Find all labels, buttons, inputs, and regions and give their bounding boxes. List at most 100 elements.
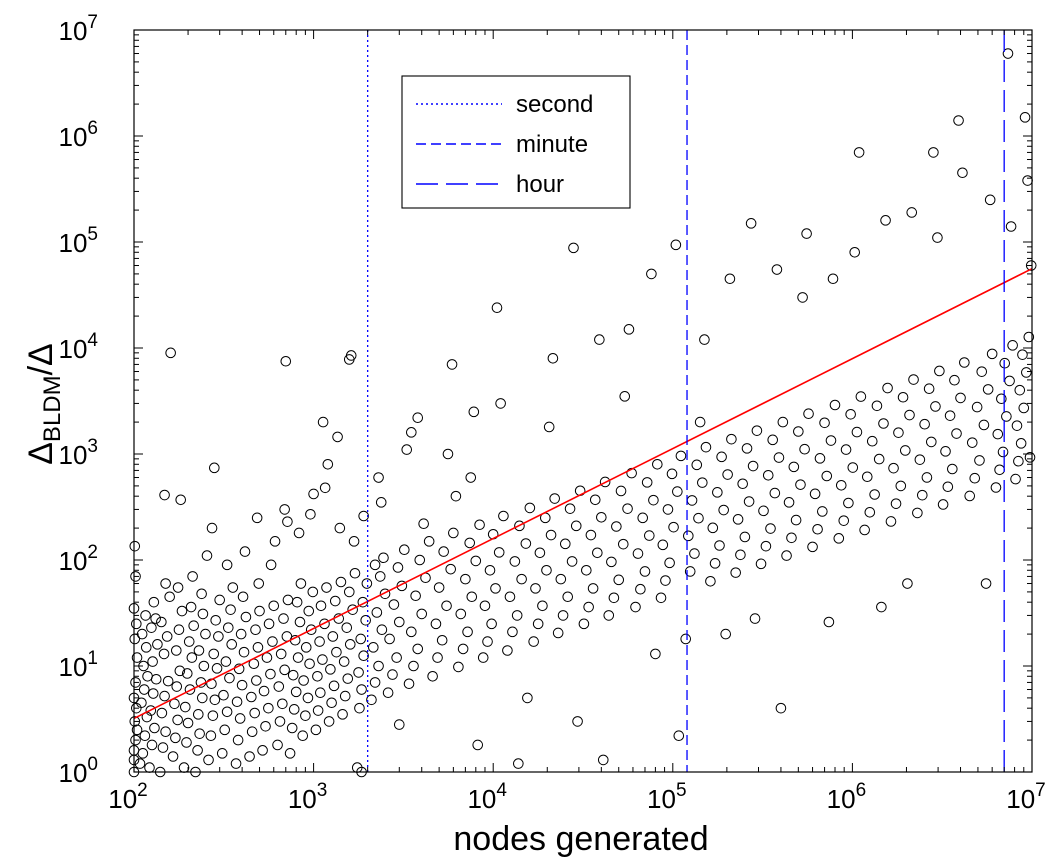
data-point <box>298 675 309 686</box>
data-point <box>159 489 170 501</box>
data-point <box>181 668 193 679</box>
data-point <box>722 469 733 480</box>
data-point <box>799 443 810 455</box>
data-point <box>446 359 458 370</box>
data-point <box>697 477 708 488</box>
data-point <box>726 433 737 445</box>
data-point <box>192 745 203 756</box>
data-point <box>460 573 471 585</box>
data-point <box>275 648 287 660</box>
data-point <box>282 516 293 527</box>
data-point <box>472 739 484 751</box>
data-point <box>921 472 933 483</box>
data-point <box>1013 455 1024 467</box>
data-point <box>129 540 141 552</box>
x-axis-label: nodes generated <box>453 820 708 858</box>
data-point <box>741 443 753 454</box>
data-point <box>263 618 275 630</box>
data-point <box>338 656 350 667</box>
data-point <box>684 566 696 577</box>
y-tick-label: 107 <box>59 12 99 46</box>
data-point <box>672 486 683 497</box>
data-point <box>878 418 889 429</box>
data-point <box>623 324 635 335</box>
data-point <box>716 451 727 463</box>
data-point <box>657 539 669 551</box>
data-point <box>315 687 326 698</box>
data-point <box>130 571 141 582</box>
data-point <box>260 720 271 732</box>
data-point <box>803 408 814 420</box>
data-point <box>414 554 426 566</box>
data-point <box>432 652 443 663</box>
data-point <box>694 416 706 428</box>
data-point <box>1005 221 1017 232</box>
data-point <box>423 536 435 547</box>
data-point <box>277 698 288 710</box>
data-point <box>942 481 954 493</box>
data-point <box>130 734 141 746</box>
data-point <box>840 444 852 455</box>
data-point <box>146 622 157 633</box>
data-point <box>326 697 337 709</box>
data-point <box>172 582 184 593</box>
data-point <box>203 754 214 766</box>
data-point <box>284 748 296 759</box>
data-point <box>680 633 692 645</box>
data-point <box>940 446 951 457</box>
data-point <box>441 600 452 612</box>
data-point <box>234 713 246 724</box>
data-point <box>541 564 552 576</box>
data-point <box>1023 331 1035 343</box>
data-point <box>319 618 330 630</box>
data-point <box>214 594 225 606</box>
data-point <box>278 613 289 624</box>
data-point <box>606 556 617 568</box>
y-axis-label-main: Δ <box>22 442 60 465</box>
data-point <box>1002 48 1014 59</box>
legend-box <box>401 75 631 209</box>
data-point <box>919 418 930 430</box>
data-point <box>315 600 327 612</box>
data-point <box>691 459 703 471</box>
data-point <box>859 524 870 536</box>
data-point <box>843 497 854 509</box>
data-point <box>334 522 346 534</box>
data-point <box>157 742 169 753</box>
data-point <box>755 558 767 570</box>
data-point <box>777 416 789 428</box>
data-point <box>207 710 219 721</box>
data-point <box>904 409 915 421</box>
data-point <box>814 453 826 464</box>
data-point <box>205 730 217 742</box>
data-point <box>895 480 907 492</box>
data-point <box>957 167 968 179</box>
data-point <box>953 115 964 126</box>
data-point <box>349 567 361 579</box>
data-point <box>227 582 239 593</box>
data-point <box>273 681 285 692</box>
data-point <box>466 591 478 603</box>
data-point <box>996 393 1007 405</box>
data-point <box>418 518 429 530</box>
data-point <box>261 652 273 663</box>
data-point <box>641 477 653 488</box>
data-point <box>304 658 315 670</box>
data-point <box>430 618 442 630</box>
data-point <box>762 469 774 481</box>
data-point <box>436 634 448 646</box>
data-point <box>353 667 364 678</box>
data-point <box>236 679 248 691</box>
data-point <box>974 455 985 466</box>
data-point <box>490 583 501 594</box>
data-point <box>566 556 578 567</box>
data-point <box>230 758 242 769</box>
data-point <box>673 730 685 742</box>
data-point <box>594 334 605 345</box>
data-point <box>570 520 582 532</box>
data-point <box>211 663 223 674</box>
data-point <box>160 726 171 738</box>
data-point <box>442 448 454 460</box>
data-point <box>926 436 937 448</box>
data-point <box>528 636 539 647</box>
